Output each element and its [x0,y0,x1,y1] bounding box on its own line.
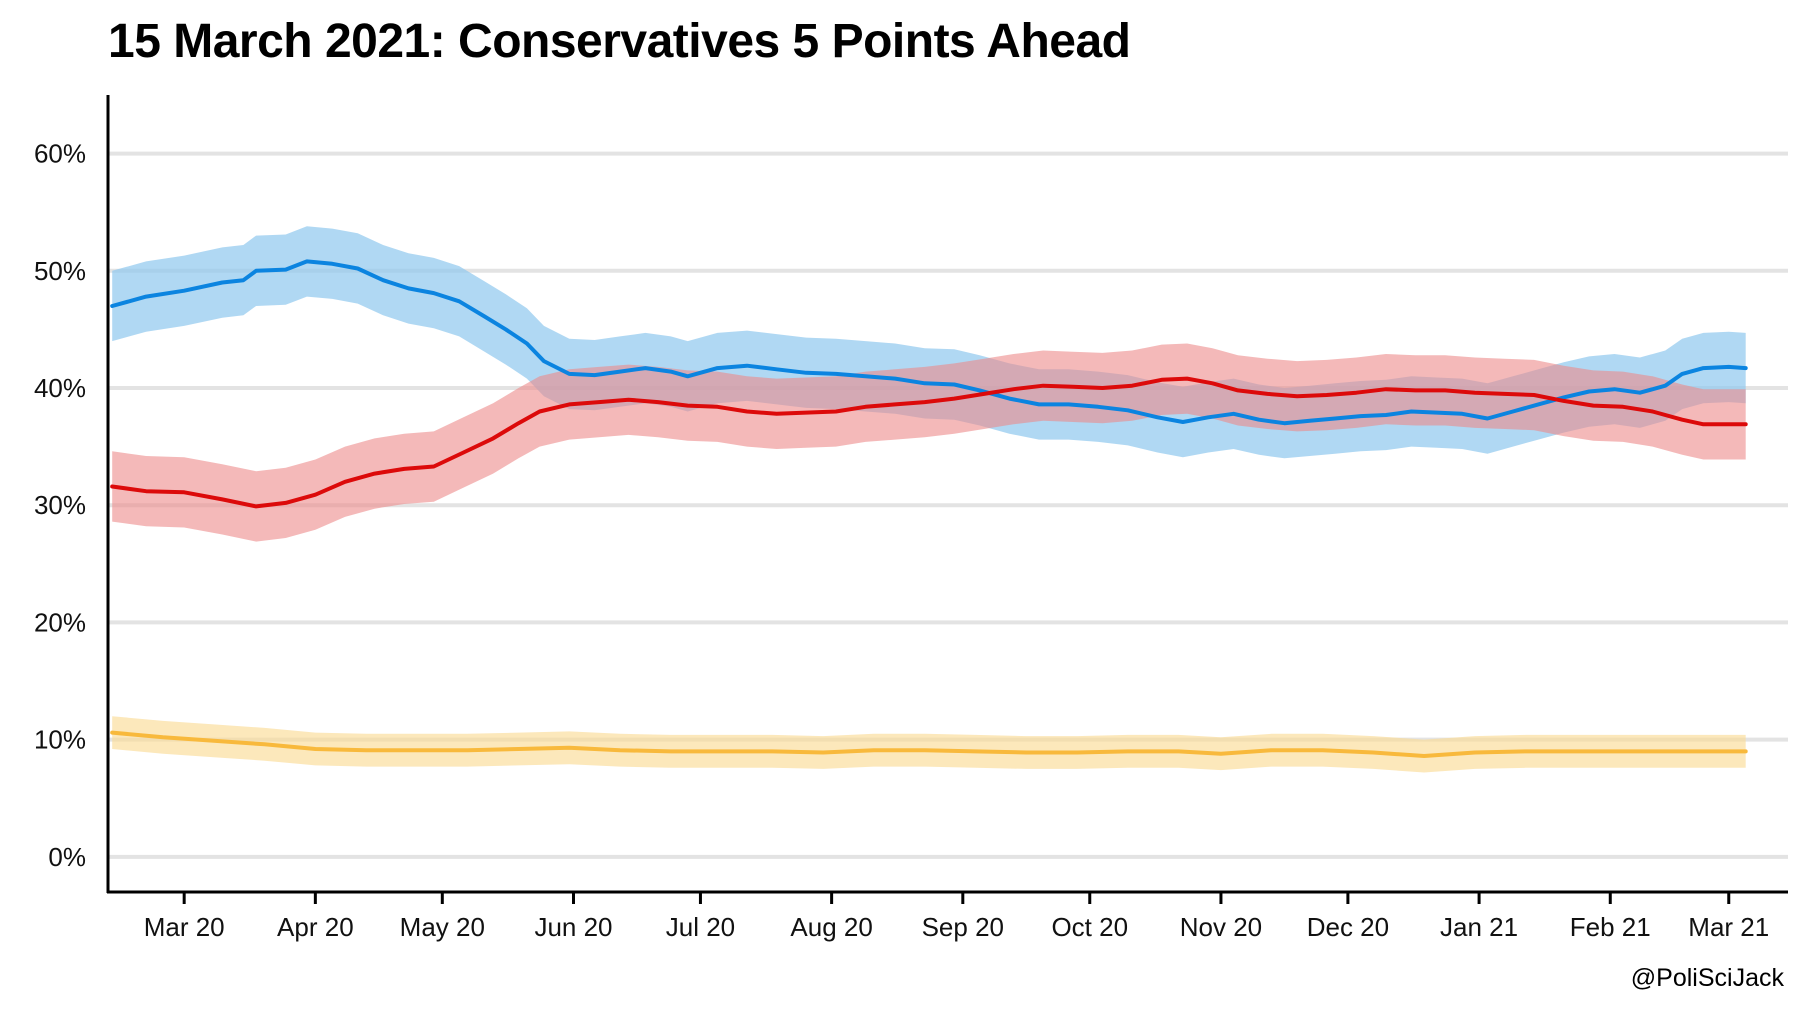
series-2-line [110,730,1748,758]
series-lines [110,259,1748,758]
confidence-bands [112,226,1746,773]
y-tick-label: 10% [34,725,86,755]
x-tick-label: Jun 20 [534,912,612,942]
author-credit: @PoliSciJack [1630,964,1784,992]
series-2-band [112,716,1746,773]
x-tick-label: Feb 21 [1570,912,1651,942]
x-tick-label: Oct 20 [1051,912,1128,942]
y-tick-label: 20% [34,607,86,637]
series-1-line [110,376,1748,509]
x-tick-label: Dec 20 [1307,912,1389,942]
y-tick-label: 60% [34,139,86,169]
series-0-line [110,259,1748,426]
y-tick-label: 0% [48,842,86,872]
tick-labels: 0% 10% 20% 30% 40% 50% 60% Mar 20 Apr 20 May 20 Ju… [34,139,1769,942]
axes [106,95,1788,904]
y-tick-label: 40% [34,373,86,403]
x-tick-label: Mar 20 [144,912,225,942]
x-tick-label: Jan 21 [1440,912,1518,942]
y-tick-label: 50% [34,256,86,286]
y-tick-label: 30% [34,490,86,520]
x-tick-label: Apr 20 [277,912,354,942]
x-tick-label: Jul 20 [666,912,735,942]
x-tick-label: Mar 21 [1688,912,1769,942]
x-tick-label: Aug 20 [790,912,872,942]
chart-title: 15 March 2021: Conservatives 5 Points Ah… [108,15,1131,68]
x-tick-label: Sep 20 [922,912,1004,942]
x-tick-label: Nov 20 [1180,912,1262,942]
x-tick-label: May 20 [400,912,485,942]
